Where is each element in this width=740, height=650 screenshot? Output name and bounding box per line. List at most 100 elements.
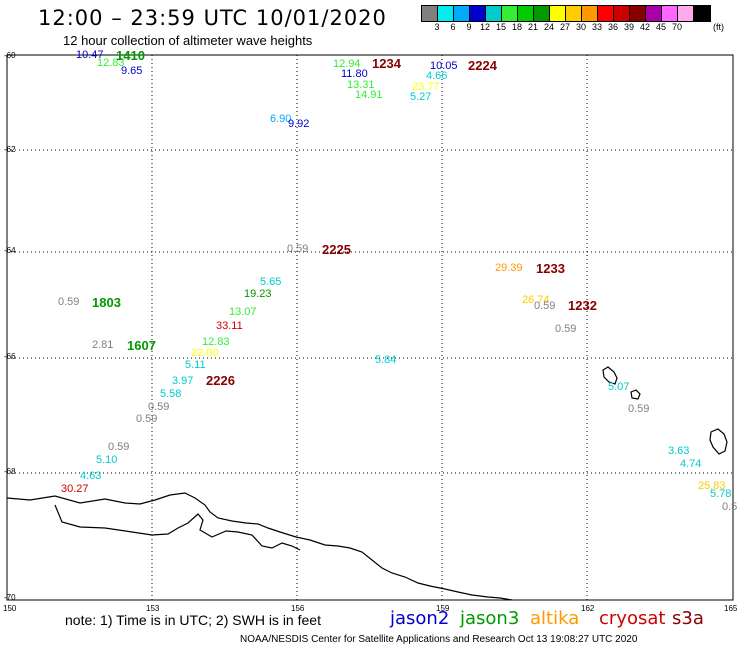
wave-height-value: 9.92 [288,118,310,130]
pass-time-label: 1234 [372,56,401,71]
legend-tick-label: 9 [466,22,472,32]
wave-height-value: 19.23 [244,288,272,300]
pass-time-label: 1803 [92,295,121,310]
legend-swatch [438,6,454,21]
legend-swatch [486,6,502,21]
pass-time-label: 2226 [206,373,235,388]
wave-height-value: 0.59 [108,441,130,453]
pass-time-label: 1232 [568,298,597,313]
wave-height-value: 0.59 [534,300,556,312]
wave-height-value: 2.81 [92,339,114,351]
wave-height-value: 12.94 [333,58,361,70]
footnote: note: 1) Time is in UTC; 2) SWH is in fe… [65,612,321,628]
pass-time-label: 2225 [322,242,351,257]
legend-swatch [662,6,678,21]
wave-height-value: 10.47 [76,49,104,61]
legend-tick-label: 3 [434,22,440,32]
legend-swatch [534,6,550,21]
lon-label-150: 150 [3,604,17,613]
wave-height-value: 5.11 [185,359,206,371]
legend-jason2: jason2 [390,608,450,629]
legend-tick-label: 27 [559,22,570,32]
wave-height-value: 0.59 [628,403,650,415]
legend-swatch [502,6,518,21]
legend-tick-label: 30 [575,22,586,32]
legend-swatch [550,6,566,21]
wave-height-value: 3.63 [668,445,690,457]
legend-swatch [614,6,630,21]
wave-height-value: 22.00 [191,347,219,359]
coastline-bay [54,504,301,551]
wave-height-value: 14.91 [355,89,383,101]
wave-height-value: 4.74 [680,458,702,470]
wave-height-value: 30.27 [61,483,89,495]
wave-height-value: 29.39 [495,262,523,274]
wave-height-value: 6.90 [270,113,292,125]
wave-height-value: 0.59 [136,413,158,425]
wave-height-value: 0.59 [148,401,170,413]
legend-tick-label: 42 [639,22,650,32]
pass-time-label: 1410 [116,48,145,63]
credit-line: NOAA/NESDIS Center for Satellite Applica… [240,634,638,645]
legend-cryosat: cryosat [599,608,666,629]
lon-label-159: 159 [436,604,450,613]
wave-height-value: 23.77 [412,81,440,93]
island-3 [709,428,728,455]
coastline [6,492,513,601]
legend-swatch [694,6,710,21]
wave-height-value: 5.10 [96,454,118,466]
legend-tick-label: 6 [450,22,456,32]
wave-height-value: 4.63 [80,470,102,482]
legend-tick-label: 24 [543,22,554,32]
wave-height-value: 0.59 [555,323,577,335]
wave-height-value: 26.74 [522,294,550,306]
legend-tick-label: 18 [511,22,522,32]
legend-swatch [678,6,694,21]
legend-swatch [598,6,614,21]
pass-time-label: 1233 [536,261,565,276]
wave-height-value: 0.5 [722,501,738,513]
chart-subtitle: 12 hour collection of altimeter wave hei… [63,33,313,48]
legend-s3a: s3a [672,608,704,629]
wave-height-value: 5.27 [410,91,432,103]
wave-height-value: 5.78 [710,488,732,500]
wave-height-value: 0.59 [58,296,80,308]
lat-label-62: -62 [4,145,16,154]
chart-title: 12:00 – 23:59 UTC 10/01/2020 [38,6,387,30]
legend-tick-label: 39 [623,22,634,32]
lat-label-60: -60 [4,51,16,60]
island-1 [602,366,618,385]
wave-height-value: 12.83 [97,57,125,69]
pass-time-label: 2224 [468,58,497,73]
legend-swatch [422,6,438,21]
legend-swatch [646,6,662,21]
wave-height-value: 33.11 [216,320,243,332]
wave-height-value: 4.66 [426,70,448,82]
legend-tick-label: 33 [591,22,602,32]
legend-swatch [518,6,534,21]
lat-label-66: -66 [4,352,16,361]
lat-label-68: -68 [4,467,16,476]
legend-swatch [630,6,646,21]
lat-label-64: -64 [4,246,16,255]
lon-label-162: 162 [581,604,595,613]
lon-label-153: 153 [146,604,160,613]
legend-tick-label: 15 [495,22,506,32]
color-legend [421,5,711,22]
wave-height-value: 5.65 [260,276,282,288]
legend-unit: (ft) [713,22,724,32]
wave-height-value: 5.58 [160,388,182,400]
wave-height-value: 5.84 [375,354,397,366]
legend-jason3: jason3 [460,608,520,629]
wave-height-value: 13.07 [229,306,257,318]
legend-tick-label: 70 [671,22,682,32]
map-frame [6,54,734,601]
legend-tick-label: 21 [527,22,538,32]
wave-height-value: 25.83 [698,480,726,492]
pass-time-label: 1607 [127,338,156,353]
wave-height-value: 10.05 [430,60,458,72]
legend-swatch [566,6,582,21]
legend-tick-label: 45 [655,22,666,32]
wave-height-value: 5.07 [608,381,630,393]
